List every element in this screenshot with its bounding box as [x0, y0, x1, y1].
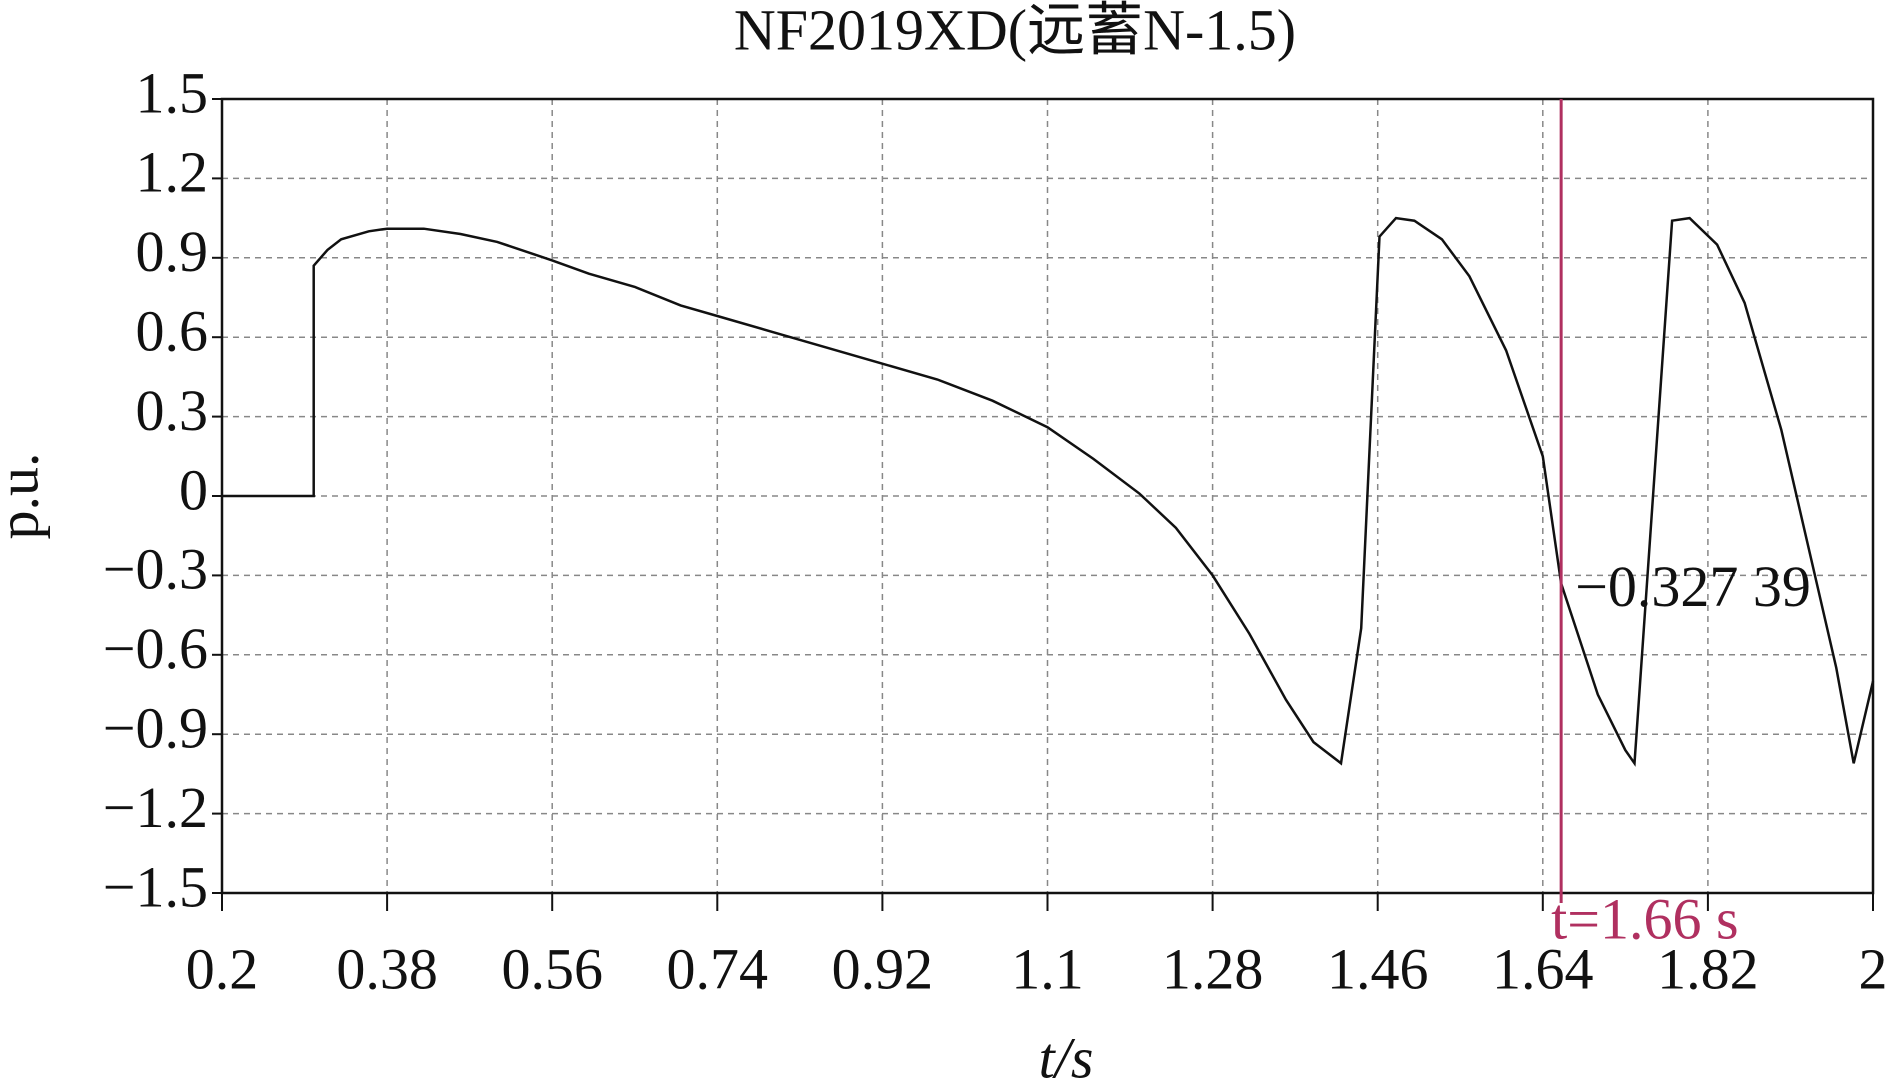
y-tick-label: 0.6	[136, 299, 209, 364]
x-tick-label: 0.92	[832, 936, 934, 1001]
chart-title: NF2019XD(远蓄N-1.5)	[734, 0, 1296, 62]
y-tick-label: −0.3	[103, 537, 208, 602]
y-tick-label: 1.2	[136, 140, 209, 205]
y-tick-label: 1.5	[136, 60, 209, 125]
x-tick-label: 1.1	[1011, 936, 1084, 1001]
x-axis-label: t/s	[1039, 1025, 1094, 1090]
y-tick-label: −1.5	[103, 854, 208, 919]
x-tick-label: 0.2	[186, 936, 259, 1001]
y-tick-label: 0.3	[136, 378, 209, 443]
y-tick-label: 0.9	[136, 219, 209, 284]
y-tick-label: −0.9	[103, 696, 208, 761]
x-tick-label: 0.56	[501, 936, 603, 1001]
x-tick-label: 1.28	[1162, 936, 1264, 1001]
cursor-label: t=1.66 s	[1551, 886, 1738, 951]
x-tick-label: 0.38	[336, 936, 438, 1001]
y-tick-label: −1.2	[103, 775, 208, 840]
x-tick-label: 0.74	[667, 936, 769, 1001]
x-tick-label: 2	[1859, 936, 1888, 1001]
x-tick-label: 1.64	[1492, 936, 1594, 1001]
y-axis-label: p.u.	[0, 453, 50, 540]
x-tick-label: 1.46	[1327, 936, 1429, 1001]
cursor-value-label: −0.327 39	[1575, 554, 1811, 619]
y-tick-label: −0.6	[103, 616, 208, 681]
data-line	[222, 216, 1875, 767]
y-tick-label: 0	[179, 457, 208, 522]
x-tick-label: 1.82	[1657, 936, 1759, 1001]
